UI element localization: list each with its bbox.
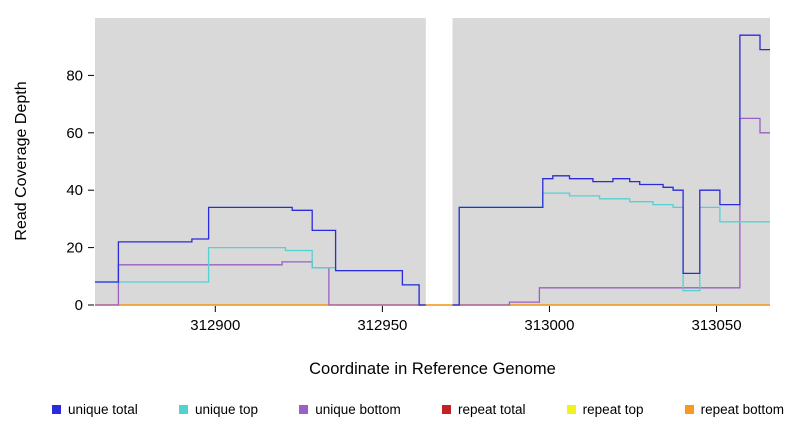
legend: unique total unique top unique bottom re… xyxy=(0,402,792,417)
x-tick-label: 313050 xyxy=(692,317,742,334)
x-tick-label: 312950 xyxy=(357,317,407,334)
x-tick-label: 313000 xyxy=(524,317,574,334)
legend-swatch-unique-total-icon xyxy=(52,405,61,414)
legend-swatch-repeat-bottom-icon xyxy=(684,405,694,414)
x-tick-label: 312900 xyxy=(190,317,240,334)
legend-label-repeat-bottom: repeat bottom xyxy=(700,402,784,417)
y-tick-label: 20 xyxy=(66,240,83,257)
legend-swatch-repeat-total-icon xyxy=(441,405,451,414)
legend-swatch-unique-top-icon xyxy=(178,405,188,414)
y-tick-label: 40 xyxy=(66,182,83,199)
legend-label-unique-top: unique top xyxy=(194,402,259,417)
legend-item-unique-top: unique top xyxy=(178,402,259,417)
legend-label-unique-bottom: unique bottom xyxy=(315,402,401,417)
legend-item-repeat-total: repeat total xyxy=(441,402,526,417)
series-line-unique-bottom xyxy=(452,117,770,306)
legend-item-unique-bottom: unique bottom xyxy=(299,402,401,417)
legend-item-repeat-bottom: repeat bottom xyxy=(684,402,784,417)
legend-swatch-unique-bottom-icon xyxy=(299,405,309,414)
legend-label-repeat-top: repeat top xyxy=(582,402,644,417)
legend-label-repeat-total: repeat total xyxy=(457,402,526,417)
y-tick-label: 60 xyxy=(66,125,83,142)
coverage-plot: 312900 312950 313000 313050 0 20 40 60 80 xyxy=(66,18,770,334)
series-line-unique-total xyxy=(452,34,770,306)
legend-item-unique-total: unique total xyxy=(52,402,138,417)
y-tick-label: 80 xyxy=(66,67,83,84)
series-line-unique-total xyxy=(95,206,426,306)
legend-item-repeat-top: repeat top xyxy=(566,402,644,417)
y-axis-label: Read Coverage Depth xyxy=(13,81,30,241)
legend-label-unique-total: unique total xyxy=(68,402,138,417)
no-data-gap-band xyxy=(425,18,453,305)
y-tick-label: 0 xyxy=(75,297,83,314)
x-axis-label: Coordinate in Reference Genome xyxy=(309,360,556,378)
legend-swatch-repeat-top-icon xyxy=(566,405,576,414)
series-line-unique-bottom xyxy=(95,261,426,306)
